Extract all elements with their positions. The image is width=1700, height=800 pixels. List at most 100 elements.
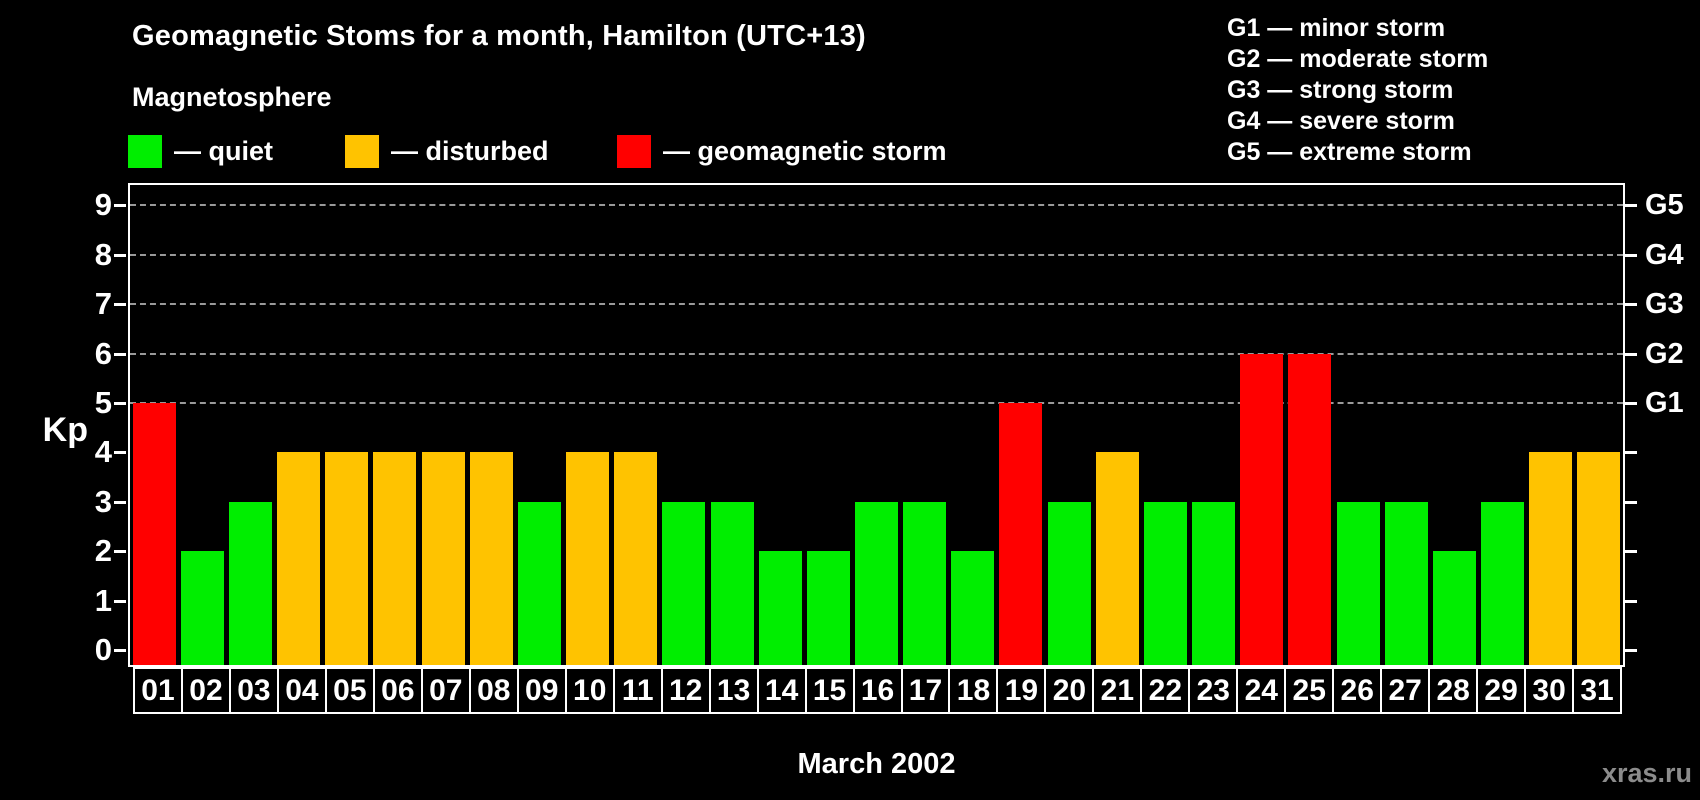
bar-day-03 (228, 501, 272, 665)
day-label-14: 14 (756, 667, 807, 714)
plot-area: 0 1 2 3 4 5 6 7 8 9 G1 G2 G3 G4 G5 (95, 183, 1684, 667)
day-label-24: 24 (1236, 667, 1287, 714)
left-axis-tick (114, 500, 126, 504)
day-label-18: 18 (948, 667, 999, 714)
left-axis-tick (114, 402, 126, 405)
bar-day-07 (421, 452, 465, 665)
gridline-kp-6 (130, 352, 1623, 355)
magnetosphere-legend-title: Magnetosphere (132, 82, 332, 112)
left-axis-tick (114, 649, 126, 652)
bar-day-21 (1095, 452, 1139, 665)
x-axis-label: March 2002 (797, 748, 956, 780)
storm-scale-line-2: G2 — moderate storm (1227, 45, 1489, 73)
day-label-04: 04 (276, 667, 327, 714)
bar-day-27 (1384, 501, 1428, 665)
day-label-07: 07 (420, 667, 471, 714)
left-axis-tick (114, 599, 126, 603)
day-label-28: 28 (1428, 667, 1479, 714)
bar-day-06 (373, 452, 417, 665)
magnetosphere-legend: — quiet — disturbed — geomagnetic storm (128, 134, 1108, 168)
storm-scale-line-3: G3 — strong storm (1227, 76, 1454, 104)
day-label-06: 06 (372, 667, 423, 714)
storm-scale-line-1: G1 — minor storm (1227, 14, 1446, 42)
y-tick-label-9: 9 (94, 187, 112, 223)
y-tick-label-8: 8 (94, 236, 112, 272)
right-axis-tick (1625, 500, 1637, 504)
bar-day-22 (1143, 501, 1187, 665)
y-axis-label: Kp (42, 411, 88, 449)
bar-day-04 (277, 452, 321, 665)
right-axis-tick (1625, 451, 1637, 455)
day-label-23: 23 (1188, 667, 1239, 714)
day-label-21: 21 (1092, 667, 1143, 714)
gridline-kp-9 (130, 204, 1623, 207)
bar-day-25 (1288, 353, 1332, 665)
legend-label-disturbed: — disturbed (391, 135, 549, 166)
gridline-kp-5 (130, 402, 1623, 404)
bar-day-14 (758, 551, 802, 665)
y-tick-label-2: 2 (94, 533, 112, 569)
day-label-03: 03 (228, 667, 279, 714)
right-axis-tick (1625, 352, 1637, 356)
bar-day-17 (903, 501, 947, 665)
legend-swatch-quiet (128, 134, 162, 168)
y-tick-label-1: 1 (94, 582, 112, 618)
day-label-19: 19 (996, 667, 1047, 714)
left-axis-tick (114, 253, 126, 257)
g-scale-label-g2: G2 (1645, 337, 1684, 370)
bar-day-20 (1047, 501, 1091, 665)
g-scale-label-g5: G5 (1645, 189, 1684, 222)
left-axis-tick (114, 204, 126, 208)
bar-day-01 (132, 403, 176, 665)
g-scale-label-g3: G3 (1645, 288, 1684, 321)
storm-scale-line-4: G4 — severe storm (1227, 107, 1455, 135)
legend-swatch-storm (617, 134, 651, 168)
day-label-29: 29 (1476, 667, 1527, 714)
right-axis-tick (1625, 204, 1637, 208)
day-label-26: 26 (1332, 667, 1383, 714)
day-label-09: 09 (516, 667, 567, 714)
legend-swatch-disturbed (345, 134, 379, 168)
x-axis-day-row: 01 02 03 04 05 06 07 08 09 10 11 12 13 14 15 16 17 18 19 20… (133, 667, 1623, 714)
bar-day-10 (566, 452, 610, 665)
day-label-17: 17 (900, 667, 951, 714)
day-label-22: 22 (1140, 667, 1191, 714)
bar-day-31 (1577, 452, 1621, 665)
legend-label-storm: — geomagnetic storm (663, 135, 947, 166)
day-label-13: 13 (708, 667, 759, 714)
right-axis-tick (1625, 253, 1637, 257)
bar-day-16 (855, 501, 898, 665)
bar-day-26 (1336, 501, 1380, 665)
day-label-02: 02 (180, 667, 231, 714)
bar-day-29 (1481, 501, 1525, 665)
day-label-16: 16 (852, 667, 903, 714)
day-label-05: 05 (324, 667, 375, 714)
gridline-kp-8 (130, 253, 1623, 256)
left-axis-tick (114, 303, 126, 307)
right-axis-tick (1625, 550, 1637, 554)
bar-day-05 (325, 452, 369, 665)
left-axis-tick (114, 550, 126, 554)
bar-day-02 (180, 551, 224, 665)
bar-day-11 (614, 452, 658, 665)
bar-day-19 (999, 403, 1043, 665)
day-label-31: 31 (1572, 667, 1623, 714)
bar-day-08 (469, 452, 513, 665)
g-scale-label-g4: G4 (1645, 238, 1684, 271)
y-tick-label-3: 3 (94, 483, 112, 519)
bar-day-24 (1240, 353, 1284, 665)
g-scale-label-g1: G1 (1645, 387, 1684, 419)
day-label-10: 10 (564, 667, 615, 714)
day-label-01: 01 (133, 667, 183, 714)
right-axis-tick (1625, 303, 1637, 307)
y-tick-label-0: 0 (94, 632, 112, 667)
y-tick-label-4: 4 (94, 434, 112, 470)
storm-scale-line-5: G5 — extreme storm (1227, 138, 1472, 166)
bar-day-28 (1432, 551, 1476, 665)
day-label-30: 30 (1524, 667, 1575, 714)
chart-title: Geomagnetic Stoms for a month, Hamilton … (132, 20, 866, 52)
y-tick-label-6: 6 (94, 335, 112, 371)
right-axis-tick (1625, 599, 1637, 603)
right-axis-tick (1625, 649, 1637, 652)
legend-item-quiet: — quiet (128, 134, 273, 168)
